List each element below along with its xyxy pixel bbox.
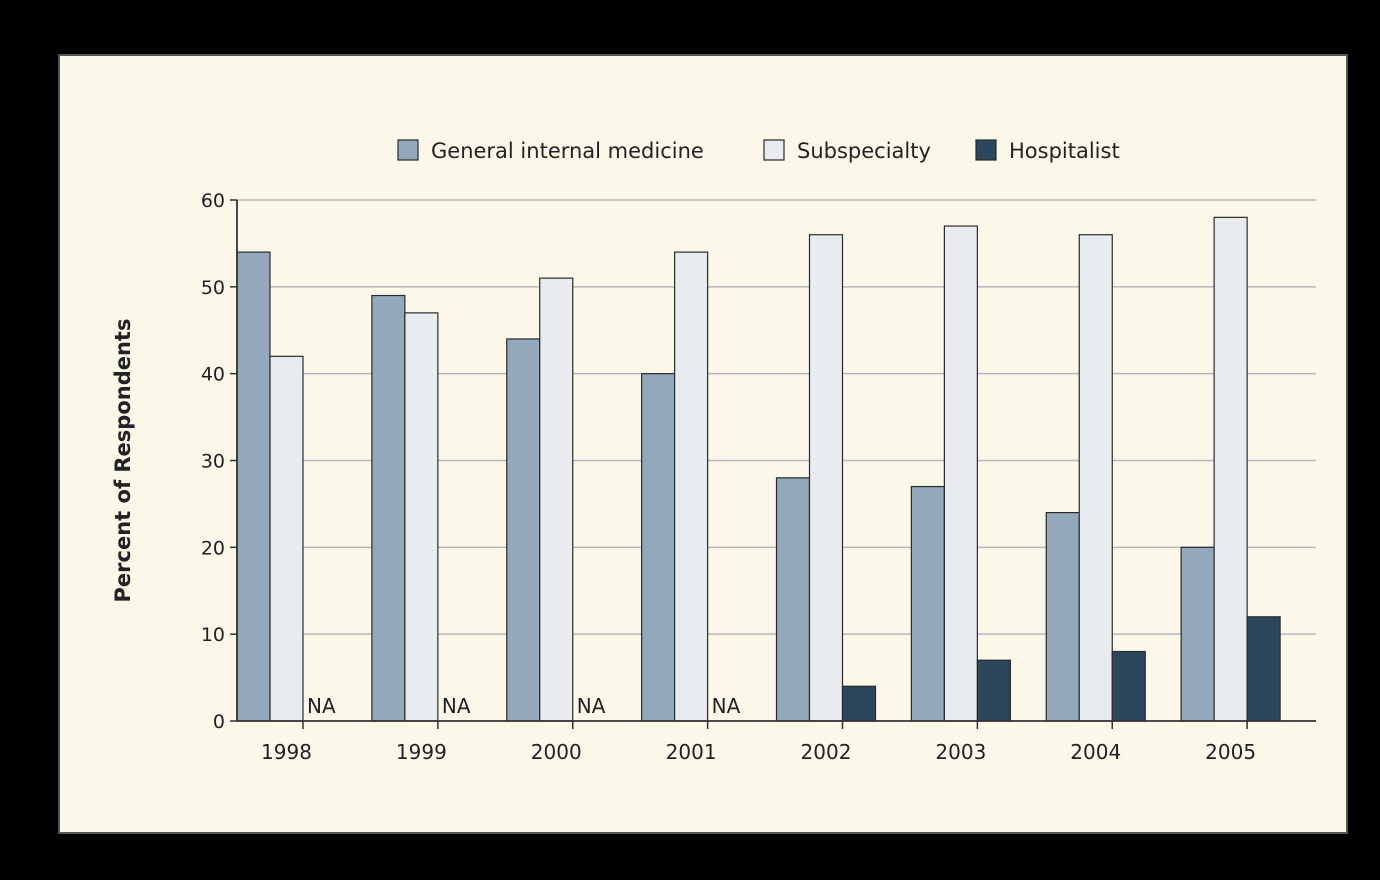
bar-subspecialty-2003 — [943, 225, 978, 722]
legend-label-subspecialty: Subspecialty — [797, 139, 931, 163]
bar-general-internal-medicine-2005 — [1180, 546, 1215, 722]
x-tick-label: 2004 — [1070, 740, 1121, 764]
na-labels: NA NA NA NA — [307, 694, 741, 718]
y-axis-label: Percent of Respondents — [111, 319, 135, 603]
bar-general-internal-medicine-2003 — [910, 485, 945, 722]
x-tick-label: 1999 — [396, 740, 447, 764]
y-tick-label: 50 — [201, 277, 225, 299]
na-label: NA — [442, 694, 471, 718]
x-tick-label: 2001 — [666, 740, 717, 764]
bar-subspecialty-2004 — [1078, 234, 1113, 722]
y-tick-label: 60 — [201, 190, 225, 212]
bar-subspecialty-2002 — [808, 234, 844, 722]
legend-label-hospitalist: Hospitalist — [1009, 139, 1120, 163]
bar-subspecialty-2005 — [1213, 216, 1248, 722]
bar-general-internal-medicine-1998 — [236, 251, 271, 722]
x-tick-label: 2003 — [935, 740, 986, 764]
bar-subspecialty-2001 — [674, 251, 709, 722]
bar-subspecialty-1998 — [269, 355, 304, 722]
legend-swatch-hospitalist — [975, 139, 997, 161]
na-label: NA — [712, 694, 741, 718]
chart-frame: 0 10 20 30 40 50 60 1998 1999 2000 2001 2002 2003 20… — [58, 54, 1348, 834]
bar-general-internal-medicine-2001 — [641, 373, 676, 722]
bar-hospitalist-2005 — [1246, 616, 1281, 722]
y-tick-labels: 0 10 20 30 40 50 60 — [201, 190, 225, 733]
x-tick-label: 2002 — [801, 740, 852, 764]
bar-hospitalist-2004 — [1111, 650, 1146, 722]
legend-label-general-internal-medicine: General internal medicine — [431, 139, 704, 163]
x-tick-label: 1998 — [261, 740, 312, 764]
x-tick-label: 2000 — [531, 740, 582, 764]
legend-swatch-general-internal-medicine — [397, 139, 419, 161]
bar-general-internal-medicine-2002 — [775, 477, 811, 722]
x-tick-label: 2005 — [1205, 740, 1256, 764]
y-tick-label: 10 — [201, 624, 225, 646]
y-tick-label: 20 — [201, 537, 225, 559]
y-tick-label: 0 — [213, 711, 225, 733]
bar-hospitalist-2002 — [841, 685, 877, 722]
bars — [236, 216, 1281, 722]
na-label: NA — [577, 694, 606, 718]
y-tick-label: 30 — [201, 451, 225, 473]
bar-chart: 0 10 20 30 40 50 60 1998 1999 2000 2001 2002 2003 20… — [111, 139, 1316, 764]
bar-subspecialty-1999 — [404, 312, 439, 722]
legend: General internal medicine Subspecialty Hos… — [397, 139, 1120, 163]
axes — [230, 199, 1316, 729]
bar-general-internal-medicine-2000 — [506, 338, 541, 722]
bar-subspecialty-2000 — [539, 277, 574, 722]
na-label: NA — [307, 694, 336, 718]
legend-swatch-subspecialty — [763, 139, 785, 161]
y-tick-label: 40 — [201, 364, 225, 386]
bar-general-internal-medicine-1999 — [371, 294, 406, 722]
bar-hospitalist-2003 — [976, 659, 1011, 722]
x-tick-labels: 1998 1999 2000 2001 2002 2003 2004 2005 — [261, 740, 1256, 764]
bar-general-internal-medicine-2004 — [1045, 512, 1080, 722]
